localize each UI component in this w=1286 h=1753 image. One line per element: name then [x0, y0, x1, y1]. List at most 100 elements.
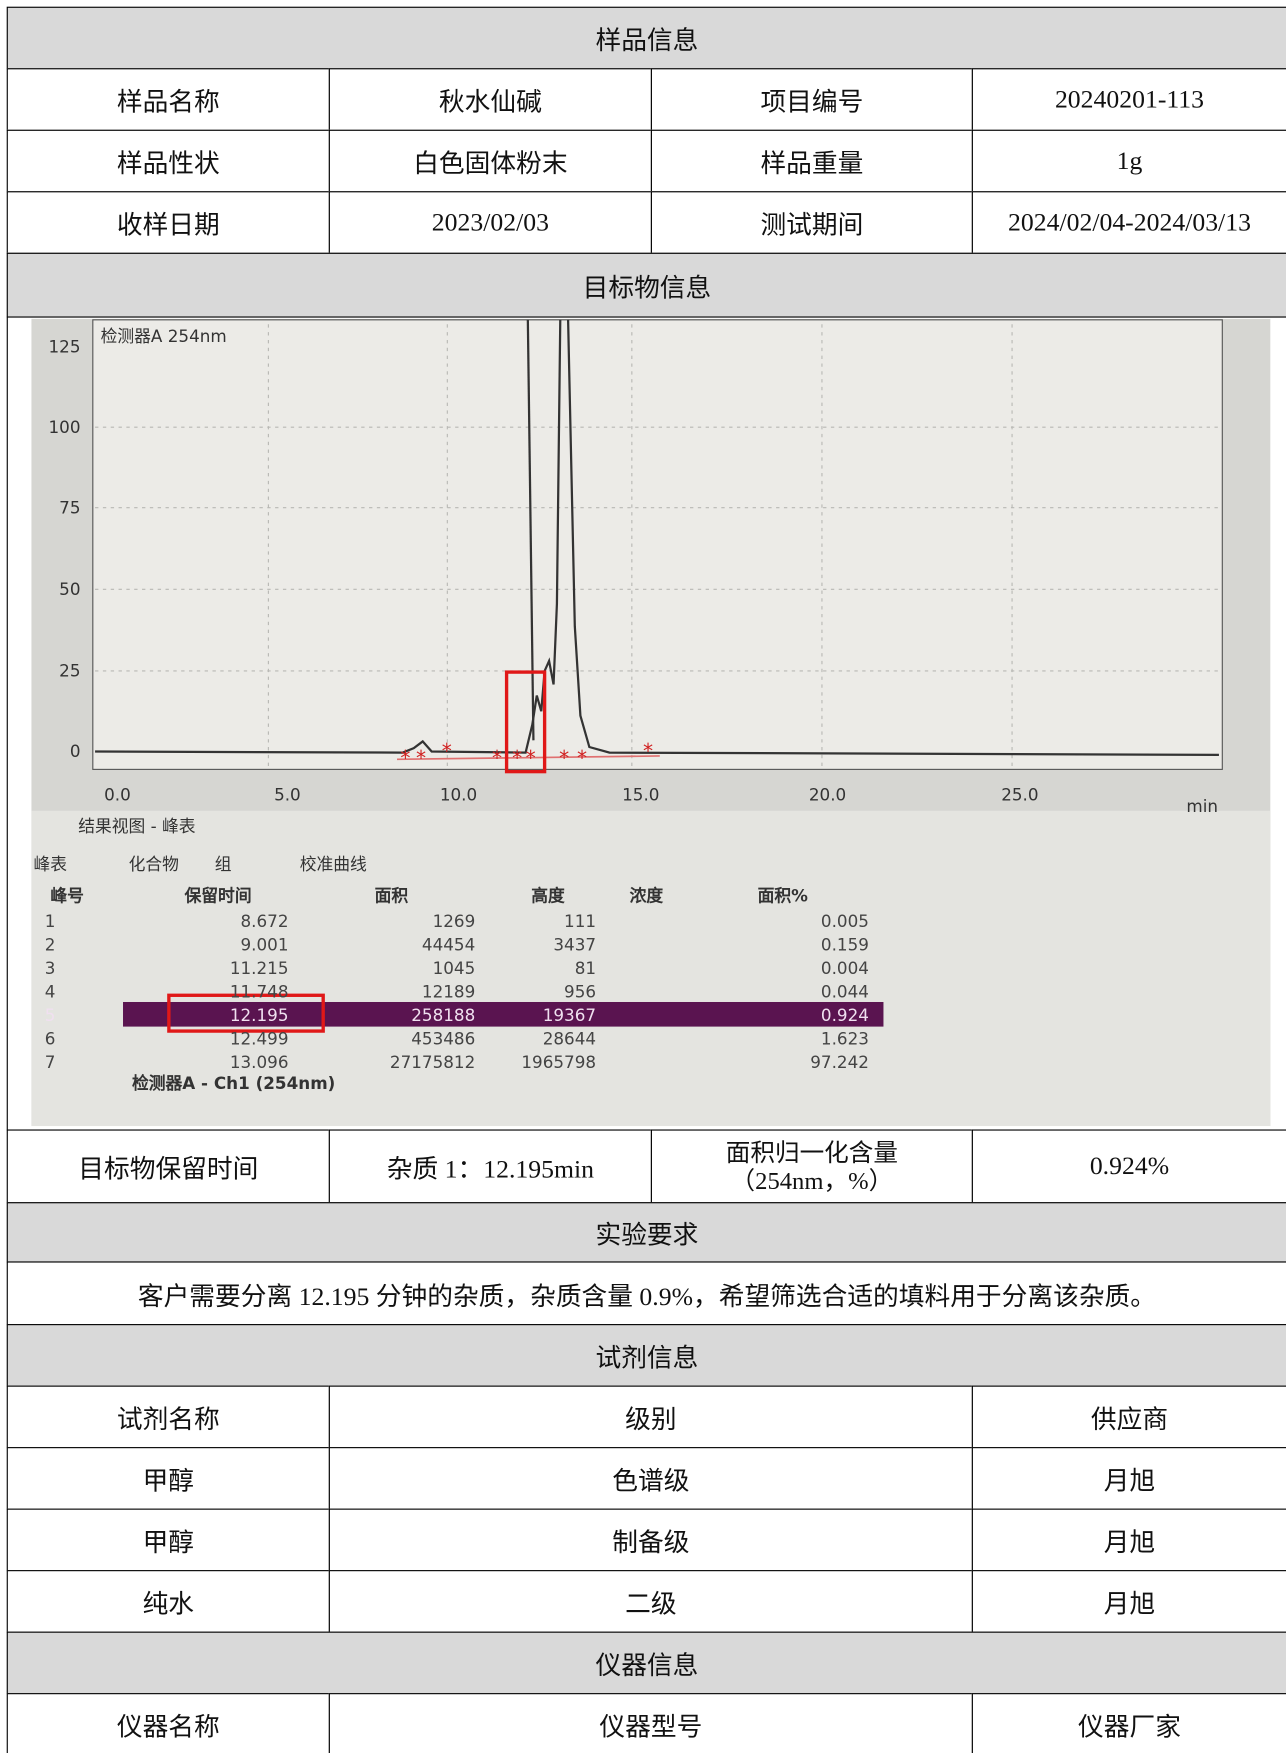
table-cell: 453486 [411, 1028, 475, 1048]
section-title: 试剂信息 [7, 1324, 1286, 1387]
table-cell: 0.159 [821, 935, 869, 955]
table-cell: 5 [45, 1005, 56, 1025]
cell: 供应商 [972, 1386, 1286, 1449]
column-header: 保留时间 [184, 885, 252, 905]
svg-text:*: * [416, 746, 426, 770]
detector-label: 检测器A 254nm [101, 326, 227, 346]
y-tick-label: 25 [59, 661, 80, 681]
cell: 仪器名称 [7, 1693, 330, 1753]
table-cell: 81 [575, 958, 596, 978]
table-cell: 111 [564, 911, 596, 931]
cell: 二级 [329, 1570, 973, 1633]
cell: 样品性状 [7, 130, 330, 193]
svg-text:*: * [577, 746, 587, 770]
svg-text:*: * [512, 746, 522, 770]
tab: 峰表 [34, 854, 68, 874]
table-cell: 258188 [411, 1005, 475, 1025]
cell: 测试期间 [651, 191, 973, 254]
cell: 2024/02/04-2024/03/13 [972, 191, 1286, 254]
x-tick-label: 5.0 [274, 785, 301, 805]
cell: 项目编号 [651, 68, 973, 131]
table-cell: 12.195 [230, 1005, 289, 1025]
cell: 月旭 [972, 1447, 1286, 1510]
tab: 校准曲线 [300, 854, 367, 874]
svg-text:*: * [643, 739, 653, 763]
cell: 甲醇 [7, 1509, 330, 1572]
table-cell: 11.748 [230, 982, 289, 1002]
table-cell: 3 [45, 958, 56, 978]
cell: 秋水仙碱 [329, 68, 652, 131]
cell: 面积归一化含量 （254nm，%） [651, 1129, 973, 1203]
y-tick-label: 125 [49, 336, 81, 356]
column-header: 面积 [375, 885, 409, 905]
table-cell: 1 [45, 911, 56, 931]
cell: 制备级 [329, 1509, 973, 1572]
table-cell: 4 [45, 982, 56, 1002]
cell: 杂质 1：12.195min [329, 1129, 652, 1203]
cell: 目标物保留时间 [7, 1129, 330, 1203]
cell: 白色固体粉末 [329, 130, 652, 193]
table-cell: 44454 [422, 935, 475, 955]
svg-text:*: * [492, 746, 502, 770]
y-tick-label: 50 [59, 579, 80, 599]
cell-line: 面积归一化含量 [726, 1138, 898, 1166]
cell: 试剂名称 [7, 1386, 330, 1449]
svg-text:*: * [526, 746, 536, 770]
section-title: 实验要求 [7, 1202, 1286, 1262]
table-cell: 0.004 [821, 958, 869, 978]
table-cell: 7 [45, 1052, 56, 1072]
table-cell: 1965798 [521, 1052, 596, 1072]
cell-line: （254nm，%） [731, 1166, 894, 1194]
table-cell: 11.215 [230, 958, 289, 978]
x-tick-label: 15.0 [622, 785, 659, 805]
x-tick-label: 20.0 [809, 785, 846, 805]
table-cell: 956 [564, 982, 596, 1002]
cell: 客户需要分离 12.195 分钟的杂质，杂质含量 0.9%，希望筛选合适的填料用… [7, 1261, 1286, 1325]
section-title: 样品信息 [7, 7, 1286, 70]
x-tick-label: 10.0 [440, 785, 477, 805]
table-cell: 9.001 [241, 935, 289, 955]
cell: 甲醇 [7, 1447, 330, 1510]
cell: 样品名称 [7, 68, 330, 131]
table-cell: 0.005 [821, 911, 869, 931]
svg-text:*: * [442, 739, 452, 763]
cell: 1g [972, 130, 1286, 193]
table-cell: 1269 [433, 911, 476, 931]
cell: 2023/02/03 [329, 191, 652, 254]
cell: 0.924% [972, 1129, 1286, 1203]
x-tick-label: 25.0 [1001, 785, 1038, 805]
table-cell: 28644 [543, 1028, 596, 1048]
table-cell: 0.924 [821, 1005, 869, 1025]
cell: 收样日期 [7, 191, 330, 254]
cell: 仪器型号 [329, 1693, 973, 1753]
table-cell: 6 [45, 1028, 56, 1048]
table-cell: 27175812 [390, 1052, 475, 1072]
column-header: 面积% [758, 885, 809, 905]
column-header: 浓度 [630, 885, 664, 905]
table-cell: 12.499 [230, 1028, 289, 1048]
section-title: 目标物信息 [7, 253, 1286, 318]
table-cell: 12189 [422, 982, 475, 1002]
cell: 纯水 [7, 1570, 330, 1633]
tab: 组 [215, 854, 232, 874]
x-unit: min [1186, 796, 1218, 816]
section-title: 仪器信息 [7, 1632, 1286, 1695]
cell: 色谱级 [329, 1447, 973, 1510]
cell: 月旭 [972, 1509, 1286, 1572]
document: 样品信息 样品名称 秋水仙碱 项目编号 20240201-113 样品性状 白色… [0, 0, 1286, 1753]
cell: 仪器厂家 [972, 1693, 1286, 1753]
table-cell: 2 [45, 935, 56, 955]
table-cell: 8.672 [241, 911, 289, 931]
y-tick-label: 0 [70, 741, 81, 761]
table-cell: 19367 [543, 1005, 596, 1025]
table-cell: 1.623 [821, 1028, 869, 1048]
footer-tab: 检测器A - Ch1 (254nm) [132, 1073, 335, 1093]
table-cell: 0.044 [821, 982, 869, 1002]
y-tick-label: 100 [49, 417, 81, 437]
column-header: 高度 [531, 885, 565, 905]
svg-text:*: * [400, 746, 410, 770]
cell: 20240201-113 [972, 68, 1286, 131]
y-tick-label: 75 [59, 497, 80, 517]
cell: 级别 [329, 1386, 973, 1449]
table-cell: 3437 [553, 935, 596, 955]
